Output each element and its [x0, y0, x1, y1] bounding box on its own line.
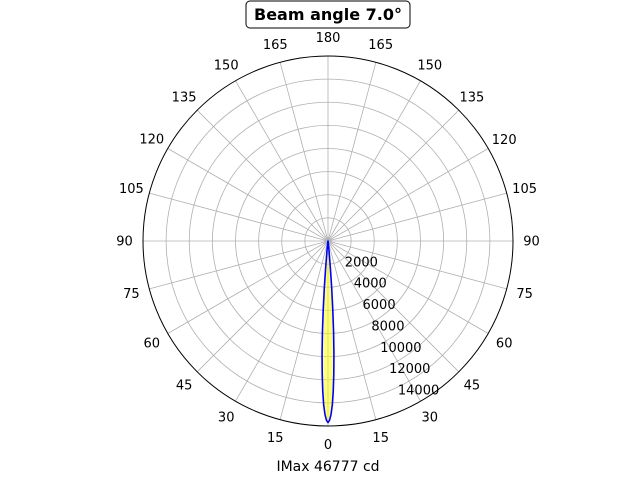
- angle-tick-label: 90: [523, 235, 540, 250]
- angular-grid-line: [327, 109, 460, 242]
- angular-grid-line: [327, 148, 489, 242]
- angular-grid-line: [235, 80, 329, 242]
- angular-grid-line: [196, 109, 329, 242]
- polar-frame: [142, 55, 514, 427]
- angle-tick-label: 45: [464, 378, 481, 393]
- radial-tick-label: 8000: [371, 320, 404, 335]
- angle-tick-label: 165: [263, 38, 288, 53]
- angular-grid-line: [279, 240, 329, 420]
- angular-grid-line: [327, 240, 460, 373]
- angular-grid-line: [235, 240, 329, 402]
- angle-tick-label: 30: [422, 411, 439, 426]
- beam-fill: [322, 241, 334, 423]
- angular-grid-line: [327, 62, 377, 242]
- angular-grid-line: [149, 240, 329, 290]
- angle-tick-label: 90: [116, 235, 133, 250]
- chart-title: Beam angle 7.0°: [254, 5, 402, 24]
- angular-grid-line: [327, 192, 507, 242]
- angular-grid-line: [327, 240, 489, 334]
- radial-tick-label: 4000: [354, 277, 387, 292]
- angular-grid-line: [167, 240, 329, 334]
- angular-grid-line: [327, 240, 377, 420]
- angle-tick-label: 15: [267, 431, 284, 446]
- chart-title-box: Beam angle 7.0°: [245, 0, 411, 29]
- angle-tick-label: 60: [144, 336, 161, 351]
- angle-tick-label: 75: [123, 287, 140, 302]
- angular-grid-line: [196, 240, 329, 373]
- radial-tick-label: 6000: [363, 298, 396, 313]
- angle-tick-label: 0: [324, 438, 332, 453]
- angular-grid-line: [149, 192, 329, 242]
- angle-tick-label: 150: [417, 58, 442, 73]
- angular-grid-line: [327, 80, 421, 242]
- angle-tick-label: 135: [172, 91, 197, 106]
- radial-tick-label: 12000: [389, 362, 430, 377]
- angle-tick-label: 45: [176, 378, 193, 393]
- x-axis-label: IMax 46777 cd: [276, 459, 379, 475]
- angle-tick-label: 75: [516, 287, 533, 302]
- radial-tick-label: 14000: [398, 384, 439, 399]
- angle-tick-label: 150: [214, 58, 239, 73]
- angle-tick-label: 15: [372, 431, 389, 446]
- tick-labels: 0 15 30 45 60 75 90 105 120 135 150 165 180 165 150 135…: [116, 31, 540, 453]
- angle-tick-label: 30: [218, 411, 235, 426]
- angle-tick-label: 180: [316, 31, 341, 46]
- series-layer: [321, 240, 335, 424]
- angular-grid-line: [279, 62, 329, 242]
- radial-tick-label: 2000: [345, 255, 378, 270]
- beam-intensity-line: [321, 240, 335, 424]
- angle-tick-label: 120: [492, 133, 517, 148]
- angle-tick-label: 120: [139, 133, 164, 148]
- angular-grid-line: [327, 240, 507, 290]
- angle-tick-label: 60: [496, 336, 513, 351]
- angular-grid-line: [167, 148, 329, 242]
- angular-grid-line: [327, 240, 421, 402]
- angle-tick-label: 105: [512, 182, 537, 197]
- angle-tick-label: 105: [119, 182, 144, 197]
- angle-tick-label: 135: [459, 91, 484, 106]
- radial-tick-label: 10000: [380, 341, 421, 356]
- angle-tick-label: 165: [368, 38, 393, 53]
